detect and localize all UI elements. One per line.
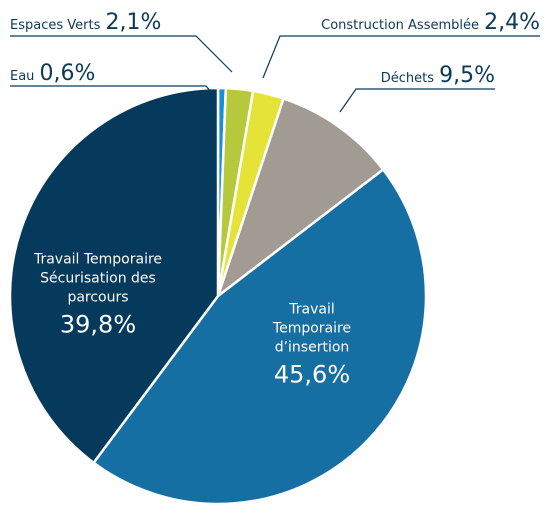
leader-line [339,88,495,113]
label-value: 0,6% [40,61,96,86]
slice-label: Travail Temporaire Sécurisation des parc… [28,251,168,340]
leader-line [10,85,213,94]
label-name: Espaces Verts [10,18,101,33]
label-value: 45,6% [273,360,351,389]
leader-line [262,35,540,79]
label-name: Travail Temporaire Sécurisation des parc… [33,251,163,306]
pie-slice [8,86,220,464]
pie-slice [216,97,385,298]
slice-label: Eau 0,6% [10,61,95,86]
slices [8,86,428,506]
label-value: 2,4% [484,10,540,35]
label-value: 9,5% [439,63,495,88]
slice-label: Construction Assemblée 2,4% [321,10,540,35]
label-value: 2,1% [105,10,161,35]
label-name: Construction Assemblée [321,18,479,33]
leader-line [10,35,233,73]
slice-label: Déchets 9,5% [381,63,495,88]
label-value: 39,8% [59,310,137,339]
label-name: Travail Temporaire d’insertion [272,301,352,356]
slice-label: Travail Temporaire d’insertion 45,6% [252,301,372,390]
label-name: Eau [10,69,34,84]
label-name: Déchets [381,71,434,86]
slice-label: Espaces Verts 2,1% [10,10,161,35]
pie-slice [92,168,428,506]
